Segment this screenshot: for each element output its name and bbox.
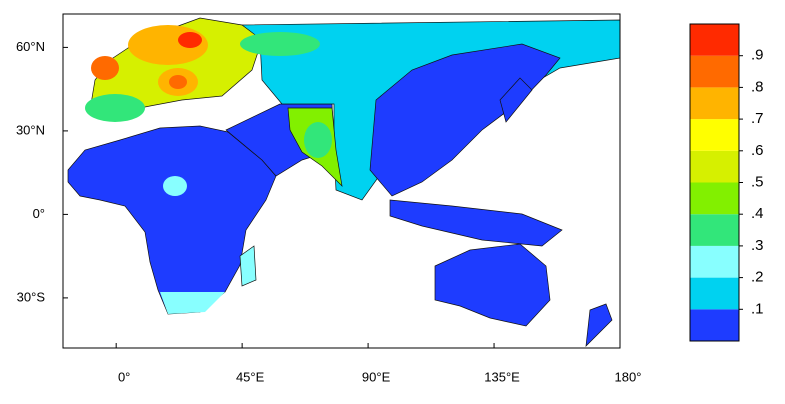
x-tick-label: 90°E [362, 369, 391, 384]
x-tick-label: 135°E [484, 369, 520, 384]
axes: 0° 45°E 90°E 135°E 180° 60°N 30°N 0° 30°S [16, 39, 641, 385]
new-zealand [585, 303, 613, 347]
x-tick-label: 45°E [236, 369, 265, 384]
colorbar-label: .7 [751, 110, 764, 127]
colorbar-label: .1 [751, 300, 764, 317]
colorbar-box [690, 214, 739, 246]
colorbar-label: .9 [751, 47, 764, 64]
colorbar-label: .8 [751, 78, 764, 95]
y-tick-label: 0° [33, 206, 45, 221]
colorbar-box [690, 150, 739, 183]
colorbar-box [690, 309, 739, 341]
japan [499, 77, 533, 123]
x-tick-label: 0° [118, 369, 130, 384]
y-tick-label: 30°N [16, 122, 45, 137]
colorbar-box [690, 119, 739, 151]
map-frame [62, 13, 621, 349]
y-tick-label: 30°S [17, 289, 46, 304]
colorbar-box [690, 87, 739, 120]
colorbar-box [690, 245, 739, 278]
colorbar-label: .3 [751, 237, 764, 254]
colorbar-box [690, 277, 739, 310]
colorbar-box [690, 55, 739, 88]
colorbar: .1 .2 .3 .4 .5 .6 .7 .8 .9 [689, 23, 764, 342]
colorbar-label: .6 [751, 142, 764, 159]
madagascar [239, 245, 257, 287]
colorbar-box [690, 182, 739, 215]
x-tick-label: 180° [615, 369, 642, 384]
map-area [63, 14, 620, 348]
indonesia [389, 199, 563, 247]
colorbar-label: .5 [751, 173, 764, 190]
colorbar-label: .2 [751, 269, 764, 286]
colorbar-box [690, 24, 739, 56]
south-africa-band [160, 292, 225, 314]
africa [67, 125, 277, 315]
australia [434, 243, 551, 327]
y-tick-label: 60°N [16, 39, 45, 54]
colorbar-label: .4 [751, 205, 764, 222]
